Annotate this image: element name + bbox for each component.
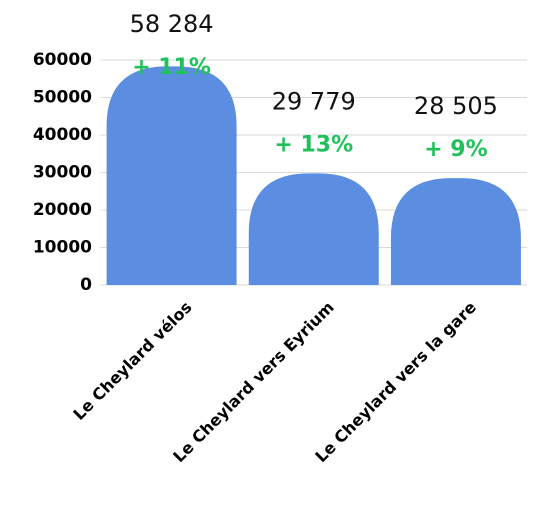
bar bbox=[248, 173, 379, 285]
value-label: 28 505 bbox=[414, 92, 498, 120]
y-tick-label: 50000 bbox=[33, 88, 92, 108]
y-tick-label: 20000 bbox=[33, 200, 92, 220]
value-label: 29 779 bbox=[272, 87, 356, 115]
x-tick-label: Le Cheylard vers Eyrium bbox=[169, 298, 338, 467]
y-tick-label: 60000 bbox=[33, 50, 92, 70]
x-tick-label: Le Cheylard vers la gare bbox=[311, 297, 480, 466]
y-tick-label: 30000 bbox=[33, 163, 92, 183]
annotation: + 9% bbox=[424, 137, 487, 162]
value-label: 58 284 bbox=[130, 10, 214, 38]
annotation: + 13% bbox=[274, 132, 353, 157]
annotation: + 11% bbox=[132, 55, 211, 80]
x-tick-label: Le Cheylard vélos bbox=[69, 298, 195, 424]
y-tick-label: 0 bbox=[80, 275, 92, 295]
bar bbox=[390, 178, 521, 285]
bar bbox=[106, 66, 237, 285]
y-tick-label: 40000 bbox=[33, 125, 92, 145]
y-tick-label: 10000 bbox=[33, 238, 92, 258]
